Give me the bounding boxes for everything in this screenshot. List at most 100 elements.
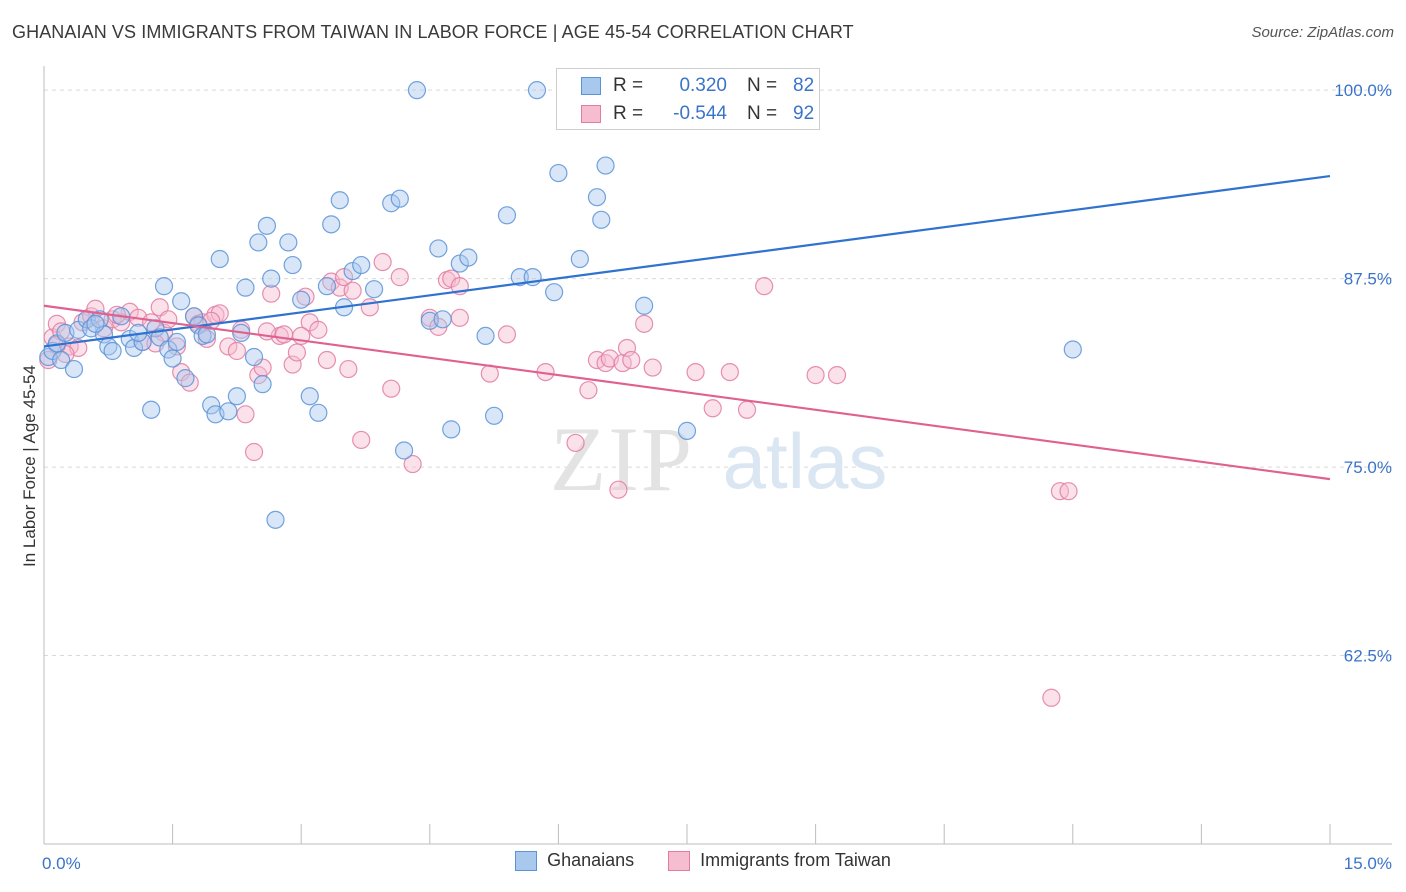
data-point [566,433,585,453]
data-point [617,338,637,358]
data-point [1063,340,1082,359]
data-point [262,269,281,288]
data-point [450,308,469,327]
data-point [309,403,328,422]
data-point [163,349,182,368]
data-point [236,278,255,297]
gridlines [44,89,1392,657]
series-ghanaians-points [39,81,1082,529]
legend-r-value: -0.544 [673,103,727,124]
data-point [476,326,495,346]
data-point [592,210,611,229]
data-point [317,350,337,370]
y-tick-label: 100.0% [1334,81,1392,100]
trend-lines [43,175,1331,481]
legend-swatch-blue [515,850,538,871]
trend-line-taiwan [43,304,1331,481]
data-point [202,396,221,415]
data-point [596,156,615,175]
data-point [1042,688,1061,707]
data-point [249,233,268,252]
data-point [287,343,307,362]
y-tick-label: 75.0% [1344,458,1392,477]
data-point [587,188,607,207]
data-point [352,430,371,450]
data-point [266,510,285,529]
data-point [622,350,641,370]
data-point [184,307,204,326]
data-point [300,387,319,406]
legend-n-label: N = [747,103,778,124]
legend-row-ghanaians: R = 0.320 N = 82 [581,73,814,99]
legend-swatch-pink [668,850,691,871]
data-point [394,441,414,460]
watermark-atlas: atlas [723,417,888,505]
data-point [635,296,654,315]
legend-row-taiwan: R = -0.544 N = 92 [581,101,814,127]
data-point [257,216,277,235]
legend-r-label: R = [613,103,644,124]
data-point [382,379,401,398]
data-point [545,283,564,302]
data-point [339,359,358,379]
data-point [219,402,238,421]
data-point [262,284,281,303]
data-point [210,249,229,269]
data-point [390,268,409,287]
legend-n-value: 92 [793,103,815,124]
data-point [703,399,722,418]
data-point [52,350,71,370]
data-point [227,387,246,406]
data-point [459,248,478,267]
legend-swatch-pink [581,105,601,123]
data-point [352,255,371,275]
legend-item-taiwan[interactable]: Immigrants from Taiwan [668,850,891,871]
legend-label: Ghanaians [547,850,635,870]
data-point [609,480,628,499]
data-point [219,337,238,356]
data-point [442,420,461,439]
data-point [635,314,654,333]
watermark-zip: ZIP [550,408,694,510]
data-point [244,347,264,367]
data-point [497,325,517,344]
data-point [806,366,825,385]
data-point [686,362,705,382]
x-tick-label: 0.0% [42,854,81,873]
data-point [373,252,392,272]
data-point [497,206,517,225]
data-point [720,362,739,382]
data-point [737,400,757,419]
data-point [827,366,847,385]
data-point [429,239,448,258]
data-point [317,277,337,296]
legend-label: Immigrants from Taiwan [700,850,891,870]
x-tick-label: 15.0% [1344,854,1392,873]
tick-labels: 62.5% 75.0% 87.5% 100.0% 0.0% 15.0% [42,81,1392,873]
data-point [283,255,302,275]
data-point [253,375,272,394]
data-point [433,310,452,329]
data-point [322,215,341,234]
data-point [570,249,589,269]
data-point [142,400,161,419]
legend-item-ghanaians[interactable]: Ghanaians [515,850,634,871]
data-point [549,163,568,183]
data-point [485,406,504,425]
data-point [390,189,409,208]
data-point [407,81,427,100]
data-point [360,298,379,317]
data-point [510,268,529,287]
watermark: ZIP atlas [550,408,887,510]
y-tick-label: 87.5% [1344,270,1392,289]
data-point [677,421,697,440]
data-point [274,325,294,344]
legend-swatch-blue [581,77,601,95]
data-point [283,355,302,374]
data-point [364,280,384,299]
data-point [527,81,547,100]
data-point [167,332,186,352]
data-point [382,194,401,213]
axes [43,66,1392,845]
